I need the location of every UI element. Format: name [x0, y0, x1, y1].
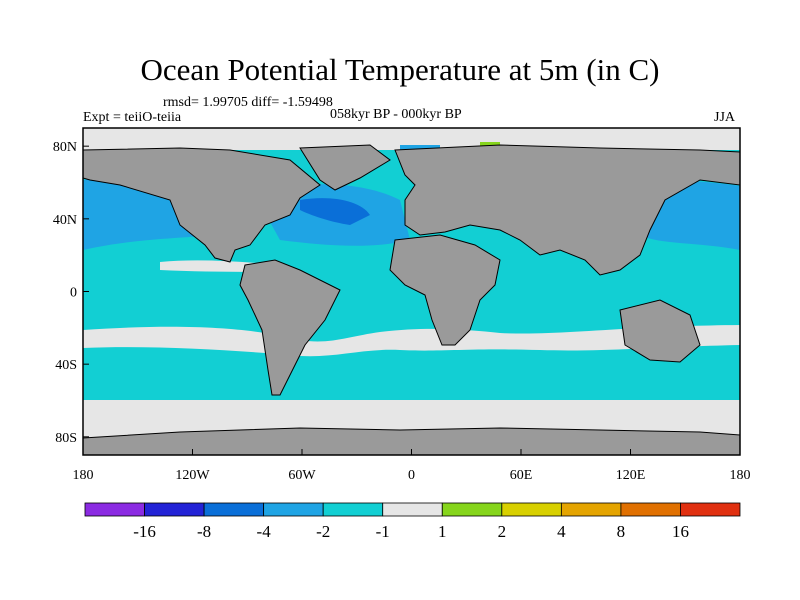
colorbar-bin — [144, 502, 205, 517]
colorbar-label: -1 — [376, 522, 390, 541]
y-tick-label: 40S — [55, 358, 77, 373]
season-label: JJA — [714, 110, 736, 125]
colorbar-label: 8 — [617, 522, 626, 541]
x-tick-label: 120E — [616, 468, 646, 483]
x-tick-label: 120W — [175, 468, 210, 483]
map-title: Ocean Potential Temperature at 5m (in C) — [140, 52, 660, 87]
colorbar-bin — [560, 502, 622, 517]
colorbar-label: 2 — [498, 522, 507, 541]
colorbar-bin — [263, 502, 324, 517]
colorbar-bin — [84, 502, 145, 517]
colorbar-bin — [441, 502, 503, 517]
australia — [619, 299, 701, 363]
experiment-label: Expt = teiiO-teiia — [83, 110, 182, 125]
colorbar-label: 1 — [438, 522, 447, 541]
x-tick-label: 180 — [73, 468, 94, 483]
axis-ticks: 180 120W 60W 0 60E 120E 180 80N 40N 0 40S 80S — [53, 140, 751, 483]
colorbar-bin — [382, 502, 443, 517]
colorbar-bin — [680, 502, 741, 517]
colorbar-label: -8 — [197, 522, 211, 541]
period-label: 058kyr BP - 000kyr BP — [330, 107, 462, 122]
midlat-south-band — [83, 325, 740, 357]
colorbar: -16 -8 -4 -2 -1 1 2 4 8 16 — [84, 502, 741, 541]
colorbar-label: -2 — [316, 522, 330, 541]
antarctica — [83, 427, 740, 455]
x-tick-label: 0 — [408, 468, 415, 483]
land — [83, 144, 740, 455]
north-america — [83, 147, 321, 263]
arctic-region — [83, 128, 740, 150]
colorbar-label: -16 — [133, 522, 156, 541]
south-america — [239, 259, 341, 396]
colorbar-bin — [322, 502, 384, 517]
colorbar-bin — [620, 502, 681, 517]
colorbar-label: 16 — [672, 522, 689, 541]
africa — [389, 234, 501, 346]
y-tick-label: 0 — [70, 286, 77, 301]
eurasia — [394, 144, 740, 276]
x-tick-label: 60E — [510, 468, 533, 483]
y-tick-label: 80S — [55, 431, 77, 446]
y-tick-label: 80N — [53, 140, 77, 155]
greenland — [299, 144, 391, 191]
map-plot — [83, 128, 740, 455]
colorbar-label: 4 — [557, 522, 566, 541]
north-atlantic-core — [300, 198, 370, 225]
stats-label: rmsd= 1.99705 diff= -1.59498 — [163, 95, 333, 110]
x-tick-label: 180 — [730, 468, 751, 483]
x-tick-label: 60W — [288, 468, 316, 483]
colorbar-bin — [203, 502, 265, 517]
colorbar-label: -4 — [257, 522, 272, 541]
colorbar-bin — [501, 502, 562, 517]
y-tick-label: 40N — [53, 213, 77, 228]
